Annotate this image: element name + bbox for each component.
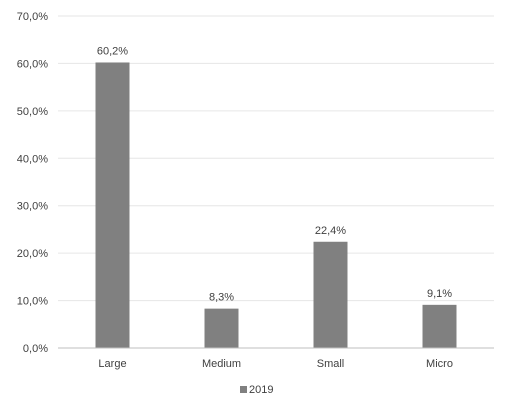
x-tick-label-small: Small — [317, 358, 345, 370]
x-tick-label-large: Large — [98, 358, 126, 370]
x-tick-label-micro: Micro — [426, 358, 453, 370]
y-tick-label: 70,0% — [17, 11, 48, 23]
bars — [95, 62, 457, 348]
gridlines — [58, 15, 494, 302]
data-label-micro: 9,1% — [427, 288, 452, 300]
y-tick-label: 60,0% — [17, 58, 48, 70]
bar-small — [313, 241, 348, 348]
data-label-medium: 8,3% — [209, 292, 234, 304]
bar-medium — [204, 308, 239, 348]
bar-micro — [422, 304, 457, 348]
y-tick-label: 30,0% — [17, 201, 48, 213]
x-tick-label-medium: Medium — [202, 358, 241, 370]
legend-swatch-2019 — [240, 386, 247, 393]
y-tick-label: 40,0% — [17, 153, 48, 165]
legend: 2019 — [240, 384, 273, 396]
data-label-large: 60,2% — [97, 45, 128, 57]
bar-large — [95, 62, 130, 348]
y-tick-label: 10,0% — [17, 296, 48, 308]
y-tick-label: 20,0% — [17, 248, 48, 260]
data-labels: 60,2% 8,3% 22,4% 9,1% — [97, 45, 452, 303]
x-axis-tick-labels: Large Medium Small Micro — [98, 358, 453, 370]
y-tick-label: 0,0% — [23, 343, 48, 355]
legend-label-2019: 2019 — [249, 384, 273, 396]
data-label-small: 22,4% — [315, 225, 346, 237]
y-tick-label: 50,0% — [17, 106, 48, 118]
y-axis-tick-labels: 0,0% 10,0% 20,0% 30,0% 40,0% 50,0% 60,0% 70,0% — [17, 11, 48, 355]
